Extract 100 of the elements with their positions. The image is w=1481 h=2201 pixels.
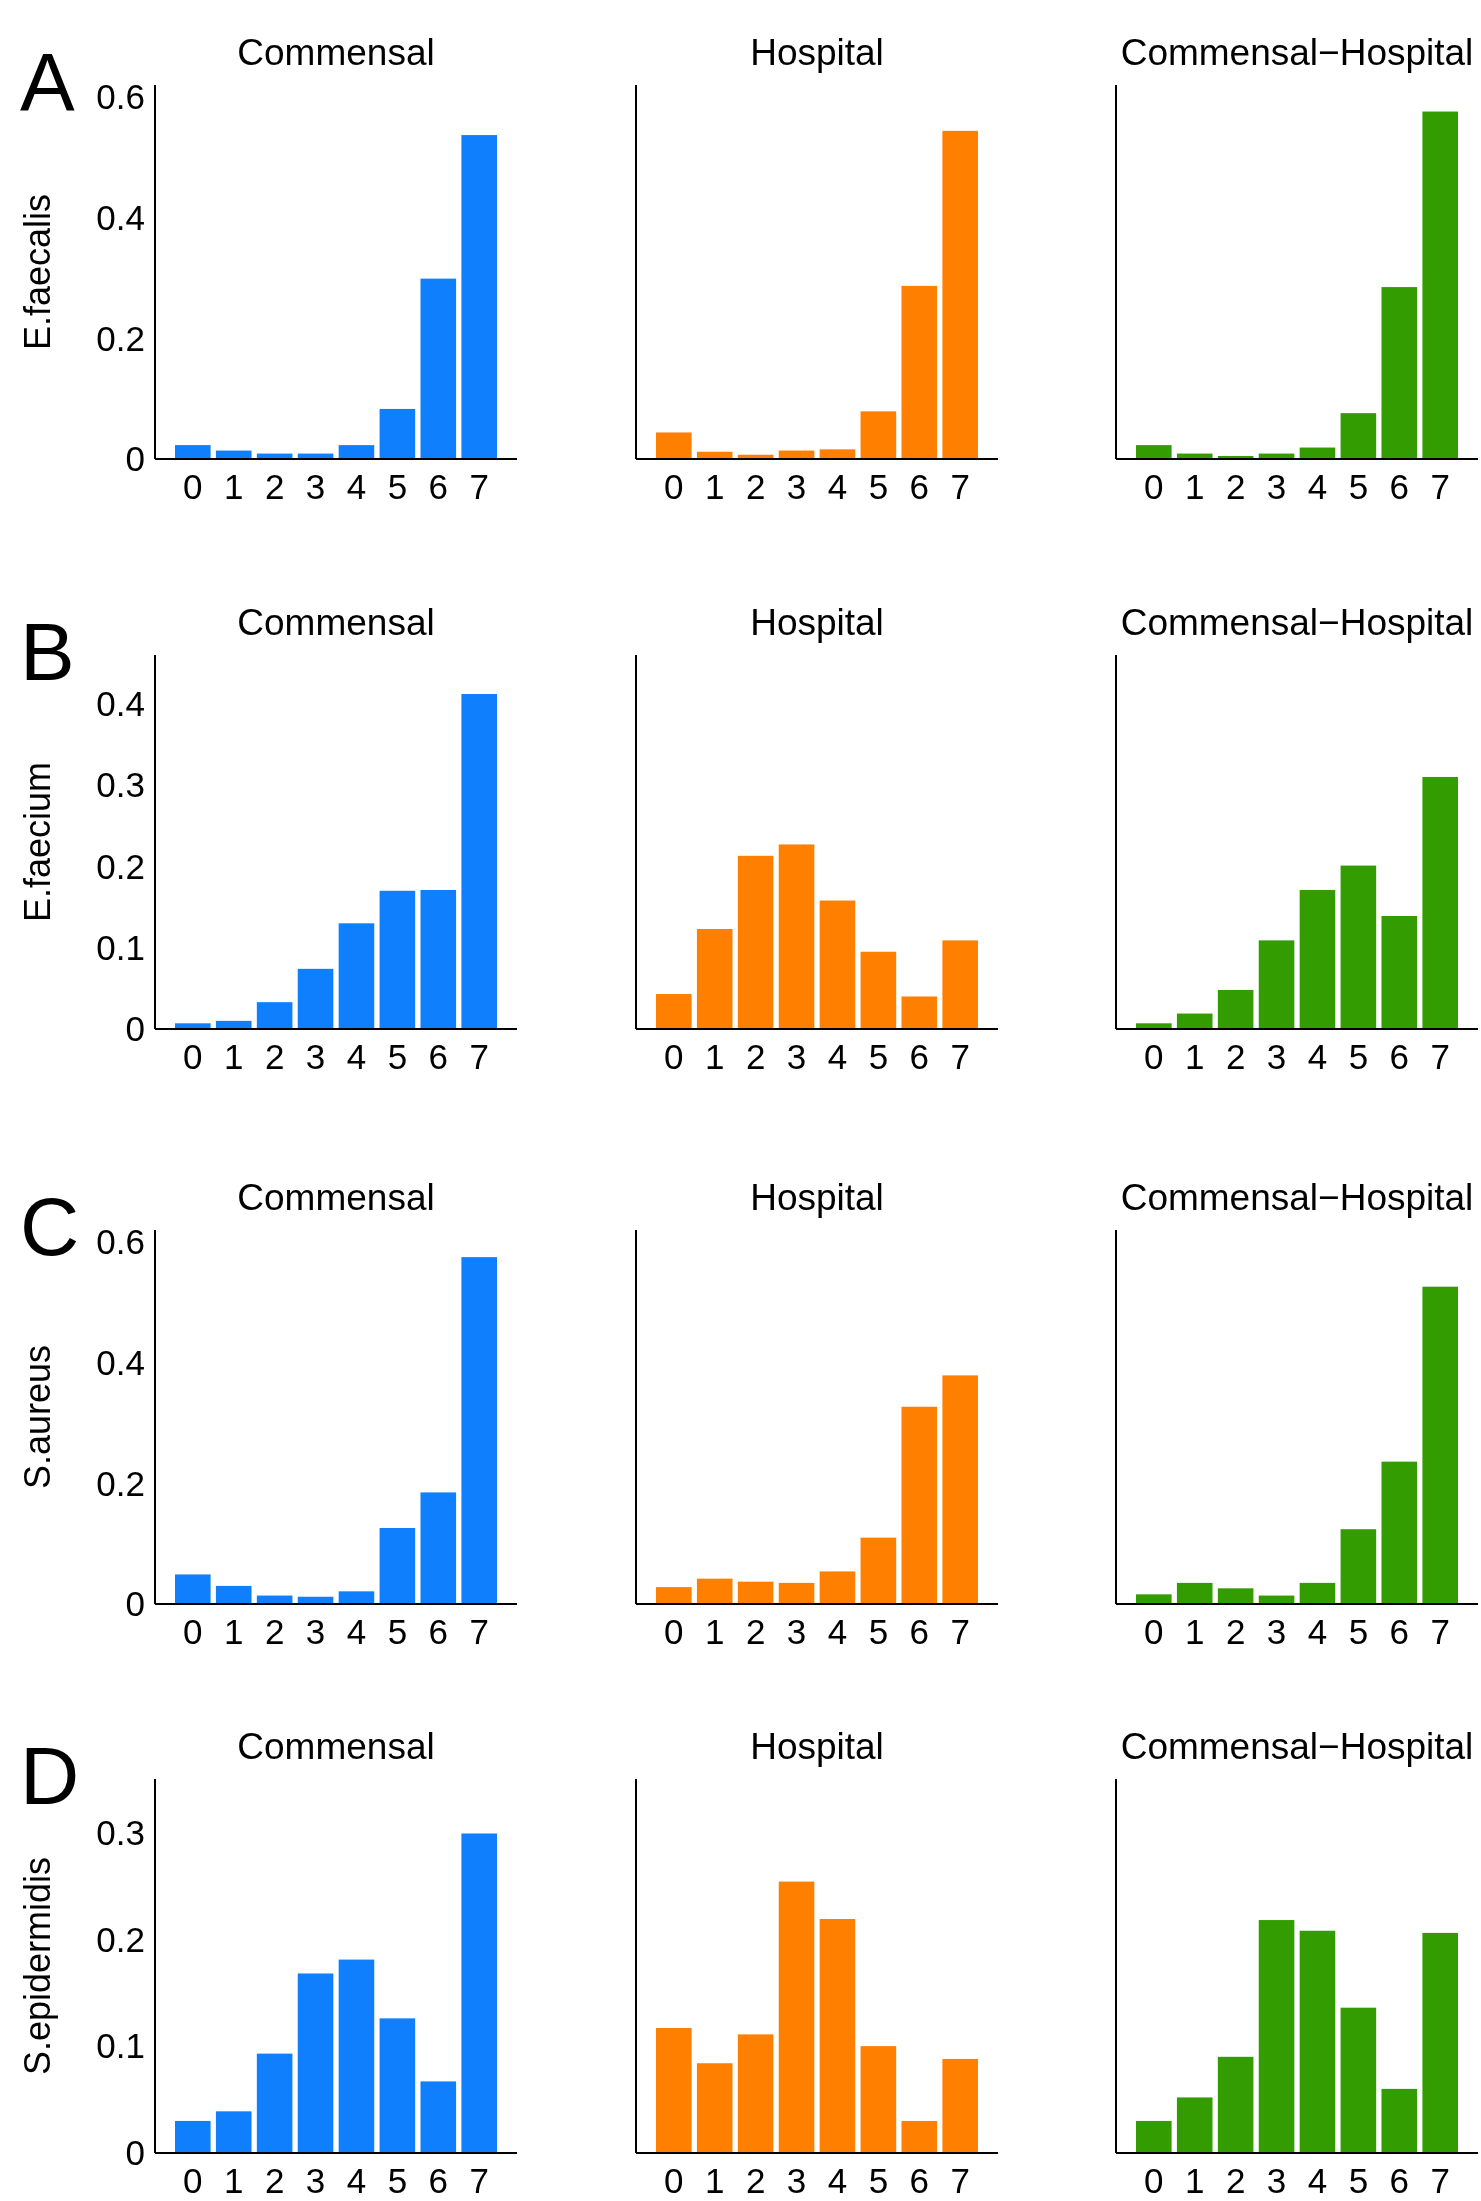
x-tick-label: 2 [264, 1612, 285, 1651]
bar [338, 923, 375, 1029]
x-tick-label: 0 [183, 2161, 203, 2200]
x-tick-label: 2 [264, 2161, 285, 2200]
bar [175, 1574, 211, 1604]
x-tick-label: 5 [387, 1037, 408, 1076]
x-tick-label: 0 [664, 1612, 684, 1651]
bar [420, 278, 457, 459]
bar [819, 449, 856, 459]
bar [1217, 989, 1254, 1029]
bar [1381, 1461, 1418, 1604]
x-tick-label: 7 [469, 467, 489, 506]
x-tick-label: 5 [387, 2161, 408, 2200]
bar [1176, 1582, 1213, 1604]
x-tick-label: 1 [1184, 467, 1205, 506]
x-tick-label: 0 [183, 467, 203, 506]
x-tick-label: 6 [909, 467, 930, 506]
y-axis-title: S.aureus [17, 1344, 58, 1490]
x-tick-label: 4 [827, 1037, 848, 1076]
bar [379, 408, 416, 459]
x-tick-label: 3 [1266, 467, 1287, 506]
x-tick-label: 6 [909, 1612, 930, 1651]
y-tick-label: 0.2 [96, 1463, 145, 1503]
bar [860, 951, 897, 1029]
x-tick-label: 3 [786, 467, 807, 506]
x-tick-label: 4 [346, 2161, 367, 2200]
bar [1422, 1286, 1458, 1604]
y-tick-label: 0.3 [96, 765, 145, 805]
bar [819, 1571, 856, 1604]
x-tick-label: 1 [1184, 1037, 1205, 1076]
bar [1258, 940, 1295, 1029]
chart-title: Commensal−Hospital [1120, 1726, 1474, 1767]
x-tick-label: 7 [469, 1037, 489, 1076]
y-tick-label: 0.4 [96, 684, 145, 724]
chart-title: Hospital [750, 32, 884, 73]
x-tick-label: 5 [868, 1037, 889, 1076]
bar [942, 940, 978, 1029]
bar [1381, 287, 1418, 459]
x-tick-label: 4 [1307, 467, 1328, 506]
x-tick-label: 7 [950, 467, 970, 506]
bar [1258, 1920, 1295, 2153]
x-tick-label: 3 [305, 1037, 326, 1076]
x-tick-label: 3 [786, 1037, 807, 1076]
x-tick-label: 2 [745, 467, 766, 506]
chart-title: Commensal [237, 1177, 435, 1218]
chart-title: Commensal−Hospital [1120, 32, 1474, 73]
bar [461, 135, 497, 459]
text: C [20, 1181, 80, 1272]
x-tick-label: 0 [183, 1612, 203, 1651]
bar [1422, 776, 1458, 1029]
x-tick-label: 0 [1144, 467, 1164, 506]
bar [338, 1591, 375, 1604]
x-tick-label: 0 [664, 467, 684, 506]
bar [1299, 1930, 1336, 2153]
bar [420, 889, 457, 1029]
bar [175, 2120, 211, 2153]
x-tick-label: 4 [1307, 1612, 1328, 1651]
bar [297, 1973, 334, 2153]
y-tick-label: 0.2 [96, 318, 145, 358]
bar [778, 844, 815, 1029]
bar [656, 1587, 692, 1604]
bar [1340, 2007, 1377, 2153]
x-tick-label: 1 [1184, 2161, 1205, 2200]
bar [860, 411, 897, 459]
bar [901, 1406, 938, 1605]
x-tick-label: 2 [264, 1037, 285, 1076]
y-tick-label: 0.2 [96, 846, 145, 886]
x-tick-label: 1 [223, 467, 244, 506]
x-tick-label: 1 [223, 1037, 244, 1076]
x-tick-label: 0 [183, 1037, 203, 1076]
bar [338, 1959, 375, 2153]
bar [1136, 2120, 1172, 2153]
bar [1299, 1582, 1336, 1604]
x-tick-label: 7 [1430, 2161, 1450, 2200]
bar [1136, 1594, 1172, 1604]
y-tick-label: 0.6 [96, 1222, 145, 1262]
x-tick-label: 2 [1225, 467, 1246, 506]
y-tick-label: 0.2 [96, 1919, 145, 1959]
x-tick-label: 7 [469, 1612, 489, 1651]
bar [420, 2081, 457, 2153]
chart-title: Commensal−Hospital [1120, 602, 1474, 643]
x-tick-label: 0 [1144, 1612, 1164, 1651]
x-tick-label: 7 [1430, 1037, 1450, 1076]
bar [656, 432, 692, 459]
x-tick-label: 4 [346, 467, 367, 506]
bar [338, 445, 375, 459]
bar [656, 2027, 692, 2153]
bar [1340, 413, 1377, 459]
text: D [20, 1730, 80, 1821]
x-tick-label: 2 [745, 2161, 766, 2200]
x-tick-label: 6 [909, 1037, 930, 1076]
bar [461, 1833, 497, 2153]
bar [860, 1537, 897, 1604]
x-tick-label: 5 [387, 1612, 408, 1651]
x-tick-label: 4 [346, 1612, 367, 1651]
y-tick-label: 0 [125, 1009, 145, 1049]
bar [215, 2111, 252, 2153]
y-tick-label: 0 [125, 2133, 145, 2173]
x-tick-label: 6 [1389, 1612, 1410, 1651]
x-tick-label: 4 [827, 467, 848, 506]
